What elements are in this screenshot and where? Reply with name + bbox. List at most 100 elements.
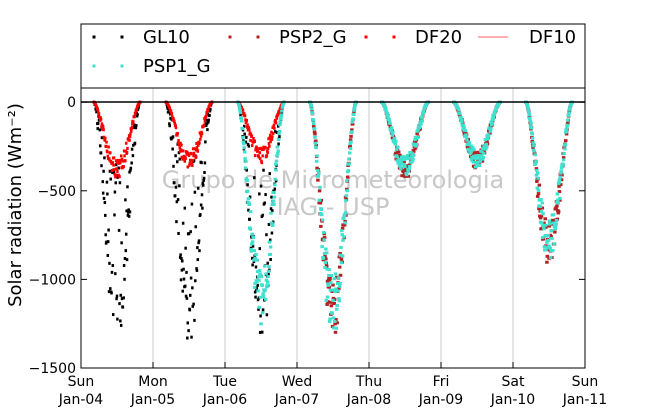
- data-point: [176, 160, 179, 164]
- data-point: [554, 218, 559, 222]
- data-point: [264, 146, 267, 150]
- data-point: [387, 118, 391, 122]
- data-point: [135, 109, 138, 113]
- data-point: [129, 132, 132, 136]
- data-point: [265, 233, 268, 237]
- data-point: [546, 238, 551, 242]
- data-point: [109, 151, 112, 155]
- data-point: [263, 288, 267, 292]
- data-point: [551, 221, 555, 225]
- data-point: [267, 240, 272, 244]
- data-point: [250, 144, 254, 148]
- data-point: [473, 156, 478, 160]
- data-point: [187, 153, 191, 157]
- data-point: [178, 146, 182, 150]
- legend: GL10 PSP2_G DF20 DF10 PSP1_G: [92, 27, 576, 77]
- data-point: [114, 175, 117, 179]
- data-point: [317, 172, 321, 176]
- x-tick-day: Sat: [502, 374, 525, 390]
- legend-marker: [92, 35, 96, 39]
- data-point: [541, 212, 545, 216]
- data-point: [414, 144, 418, 148]
- data-point: [124, 232, 128, 236]
- data-point: [180, 155, 184, 159]
- x-axis: Sun Jan-04 Mon Jan-05 Tue Jan-06 Wed Jan-07 Thu J…: [58, 362, 607, 408]
- data-point: [196, 246, 199, 250]
- data-point: [280, 105, 285, 109]
- data-point: [488, 129, 493, 133]
- data-point: [95, 110, 98, 114]
- data-point: [191, 286, 194, 290]
- data-point: [274, 179, 278, 183]
- data-point: [179, 141, 182, 145]
- data-point: [271, 131, 275, 135]
- data-point: [124, 141, 128, 145]
- y-tick-label: −500: [38, 184, 76, 200]
- data-point: [407, 164, 412, 168]
- data-point: [310, 112, 315, 116]
- legend-marker: [120, 64, 124, 68]
- data-point: [478, 160, 483, 164]
- data-point: [181, 157, 184, 161]
- data-point: [318, 185, 322, 189]
- data-point: [332, 301, 337, 305]
- data-point: [558, 175, 563, 179]
- data-point: [416, 128, 420, 132]
- data-point: [463, 129, 468, 133]
- data-point: [539, 198, 543, 202]
- data-point: [342, 213, 347, 217]
- data-point: [182, 277, 186, 281]
- data-point: [343, 195, 348, 199]
- data-point: [119, 323, 123, 327]
- legend-label: PSP1_G: [143, 56, 211, 77]
- data-point: [246, 123, 249, 127]
- data-point: [545, 260, 549, 264]
- data-point: [194, 154, 197, 158]
- data-point: [136, 108, 140, 112]
- data-point: [324, 298, 329, 302]
- data-point: [128, 138, 131, 142]
- data-point: [414, 142, 419, 146]
- data-point: [389, 128, 393, 132]
- data-point: [331, 298, 335, 302]
- data-point: [103, 156, 106, 160]
- data-point: [309, 104, 313, 108]
- data-point: [313, 132, 317, 136]
- data-point: [384, 110, 389, 114]
- data-point: [97, 112, 101, 116]
- data-point: [275, 154, 279, 158]
- data-point: [554, 222, 558, 226]
- data-point: [168, 122, 171, 126]
- data-point: [536, 192, 541, 196]
- data-point: [238, 111, 243, 115]
- data-point: [398, 164, 402, 168]
- data-point: [237, 102, 241, 106]
- data-point: [484, 145, 489, 149]
- data-point: [341, 217, 346, 221]
- data-point: [121, 305, 125, 309]
- x-tick-day: Fri: [433, 374, 450, 390]
- x-tick-date: Jan-07: [274, 392, 319, 408]
- data-point: [107, 290, 111, 294]
- data-point: [551, 249, 555, 253]
- data-point: [323, 266, 327, 270]
- data-point: [206, 128, 209, 132]
- data-point: [535, 186, 540, 190]
- data-point: [548, 220, 552, 224]
- data-point: [535, 194, 540, 198]
- data-point: [473, 165, 478, 169]
- data-point: [342, 223, 347, 227]
- data-point: [180, 143, 183, 147]
- data-point: [125, 150, 129, 154]
- data-point: [119, 158, 123, 162]
- data-point: [311, 118, 316, 122]
- data-point: [477, 156, 481, 160]
- data-point: [179, 148, 183, 152]
- data-point: [277, 142, 280, 146]
- data-point: [256, 289, 260, 293]
- data-point: [130, 147, 134, 151]
- data-point: [247, 202, 252, 206]
- data-point: [322, 230, 326, 234]
- data-point: [185, 270, 188, 274]
- data-point: [193, 318, 196, 322]
